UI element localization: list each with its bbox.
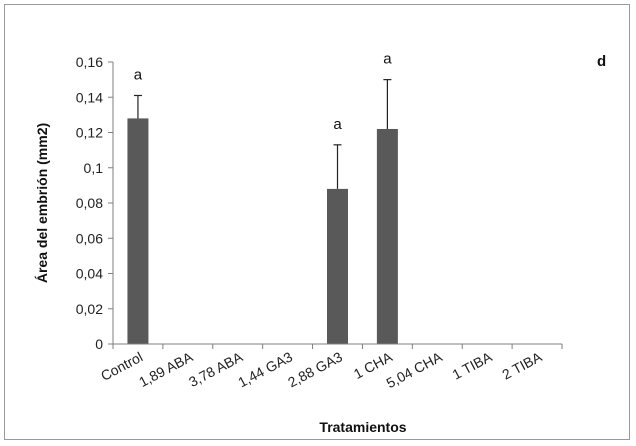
bar — [376, 128, 398, 344]
x-tick-label: 1,44 GA3 — [235, 348, 295, 390]
y-tick-label: 0,08 — [76, 195, 103, 211]
y-axis-ticks: 0 0,02 0,04 0,06 0,08 0,1 0,12 0,14 0,16 — [76, 54, 113, 352]
significance-labels: a a a — [134, 51, 392, 133]
significance-label: a — [333, 116, 342, 133]
chart-frame: 0 0,02 0,04 0,06 0,08 0,1 0,12 0,14 0,16 a a a Con… — [4, 4, 630, 440]
significance-label: a — [383, 51, 392, 68]
bar — [327, 188, 348, 344]
y-tick-label: 0,12 — [76, 125, 103, 141]
y-tick-label: 0,1 — [84, 160, 104, 176]
bar-chart: 0 0,02 0,04 0,06 0,08 0,1 0,12 0,14 0,16 a a a Con… — [34, 51, 606, 435]
y-tick-label: 0,06 — [76, 230, 103, 246]
significance-label: a — [134, 66, 143, 83]
bars — [127, 118, 398, 345]
error-bars — [133, 79, 392, 189]
bar — [127, 118, 149, 345]
x-axis-title: Tratamientos — [319, 419, 406, 435]
y-tick-label: 0,14 — [76, 89, 103, 105]
y-axis-title: Área del embrión (mm2) — [34, 123, 50, 283]
x-tick-label: 1 TIBA — [449, 348, 495, 382]
x-tick-label: 2,88 GA3 — [285, 348, 345, 390]
y-tick-label: 0,04 — [76, 266, 103, 282]
x-tick-label: 1,89 ABA — [136, 348, 196, 390]
x-tick-label: 3,78 ABA — [186, 348, 246, 390]
y-tick-label: 0,02 — [76, 301, 103, 317]
x-tick-label: 2 TIBA — [499, 348, 545, 382]
y-tick-label: 0 — [95, 336, 103, 352]
x-tick-label: 5,04 CHA — [384, 348, 446, 391]
panel-label: d — [597, 53, 606, 70]
y-tick-label: 0,16 — [76, 54, 103, 70]
